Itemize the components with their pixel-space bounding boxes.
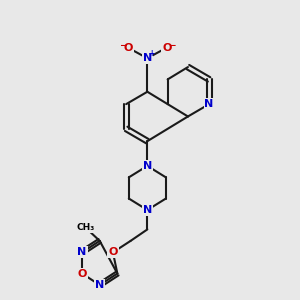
Text: O: O (162, 43, 172, 52)
Text: N: N (143, 161, 152, 171)
Text: −: − (168, 40, 176, 50)
Text: O: O (123, 43, 133, 52)
Text: N: N (143, 205, 152, 215)
Text: −: − (119, 40, 126, 50)
Text: N: N (205, 99, 214, 109)
Text: N: N (95, 280, 104, 290)
Text: CH₃: CH₃ (76, 223, 95, 232)
Text: N: N (77, 248, 87, 257)
Text: O: O (108, 248, 118, 257)
Text: +: + (148, 49, 155, 58)
Text: N: N (143, 53, 152, 63)
Text: O: O (77, 268, 87, 278)
